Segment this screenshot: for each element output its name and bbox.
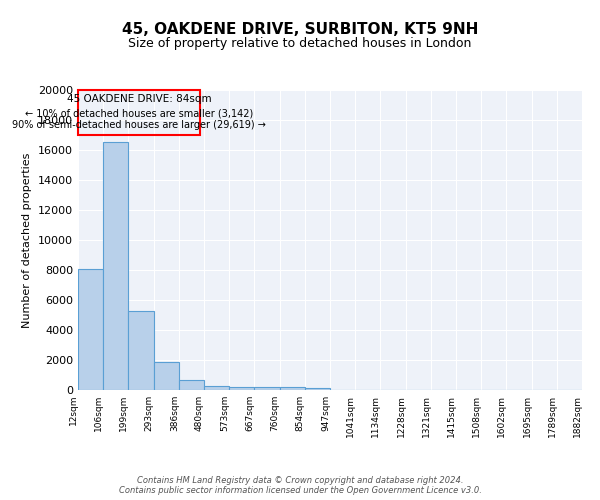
Text: ← 10% of detached houses are smaller (3,142): ← 10% of detached houses are smaller (3,…	[25, 108, 253, 118]
Bar	[229, 386, 254, 390]
Bar	[103, 142, 128, 390]
Bar	[280, 388, 305, 390]
Text: 90% of semi-detached houses are larger (29,619) →: 90% of semi-detached houses are larger (…	[12, 120, 266, 130]
Bar	[254, 388, 280, 390]
Bar	[204, 386, 229, 390]
Y-axis label: Number of detached properties: Number of detached properties	[22, 152, 32, 328]
Text: Size of property relative to detached houses in London: Size of property relative to detached ho…	[128, 38, 472, 51]
Bar	[78, 90, 200, 135]
Text: 45, OAKDENE DRIVE, SURBITON, KT5 9NH: 45, OAKDENE DRIVE, SURBITON, KT5 9NH	[122, 22, 478, 38]
Bar	[128, 310, 154, 390]
Text: 45 OAKDENE DRIVE: 84sqm: 45 OAKDENE DRIVE: 84sqm	[67, 94, 212, 104]
Text: Contains HM Land Registry data © Crown copyright and database right 2024.
Contai: Contains HM Land Registry data © Crown c…	[119, 476, 481, 495]
Bar	[154, 362, 179, 390]
Bar	[78, 268, 103, 390]
Bar	[179, 380, 204, 390]
Bar	[305, 388, 330, 390]
